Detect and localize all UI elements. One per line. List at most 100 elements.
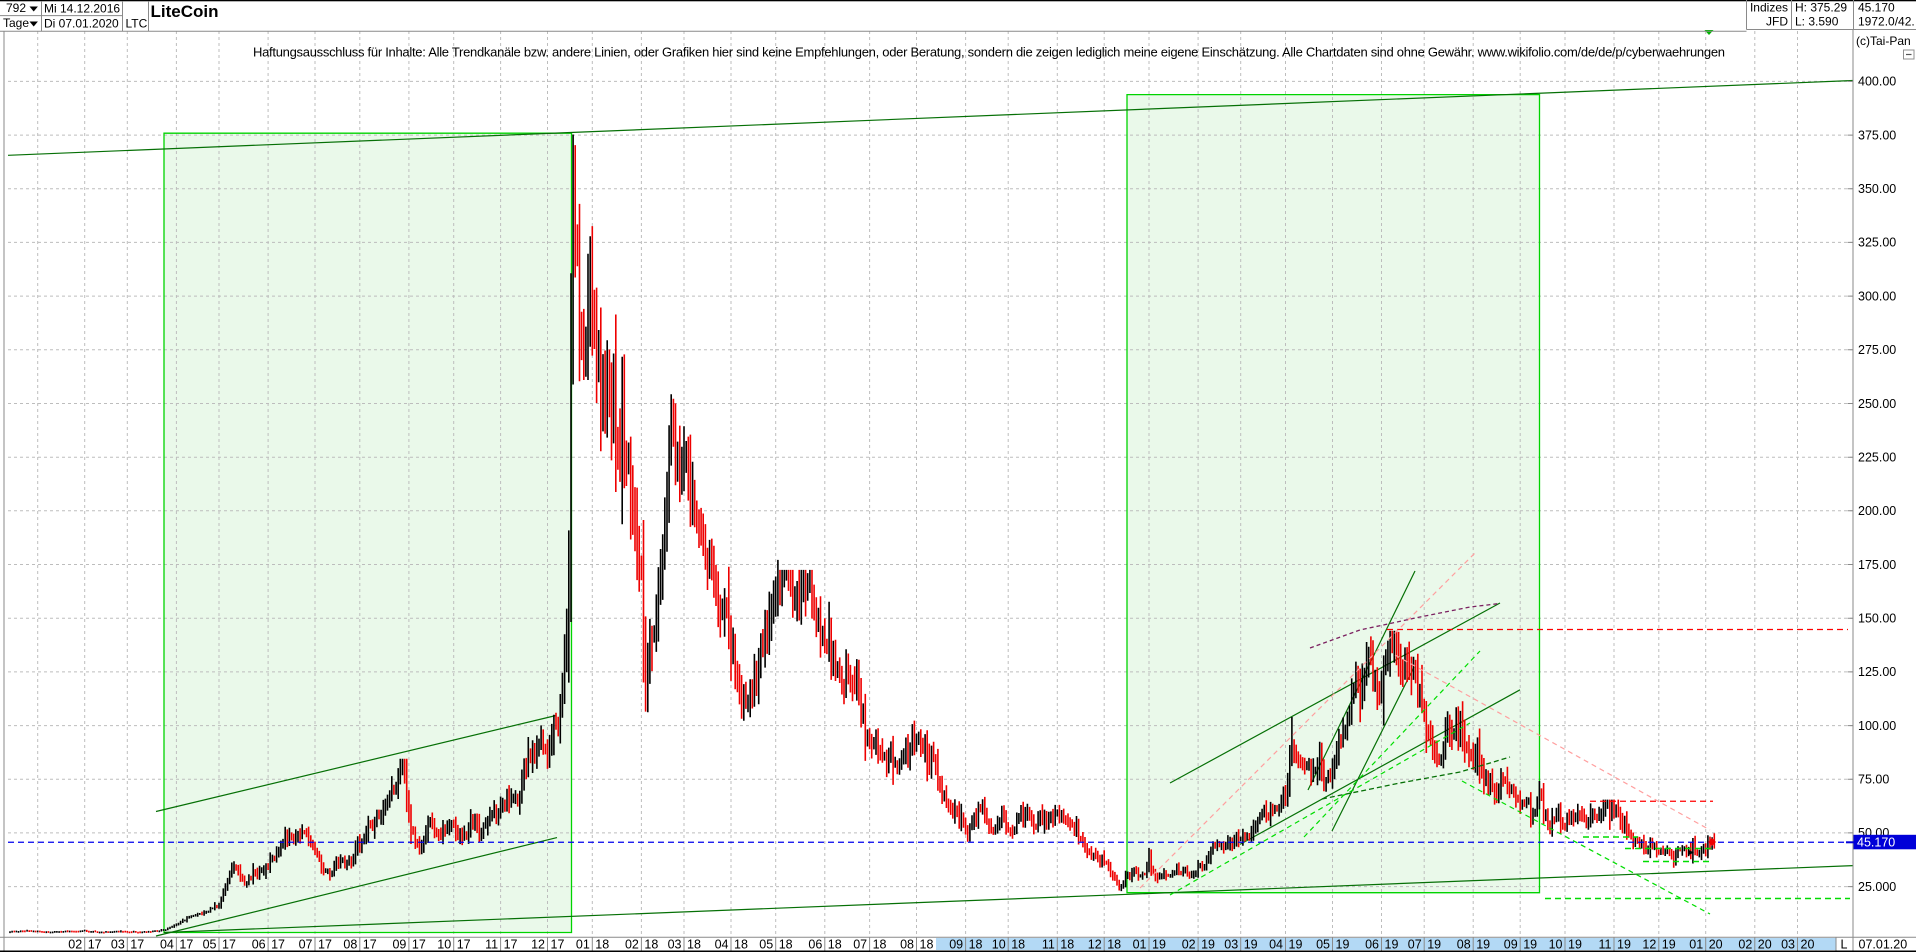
- svg-text:04: 04: [160, 937, 174, 951]
- svg-text:03: 03: [111, 937, 125, 951]
- svg-text:06: 06: [1365, 937, 1379, 951]
- svg-text:17: 17: [412, 937, 426, 951]
- svg-text:18: 18: [595, 937, 609, 951]
- svg-text:Mi 14.12.2016: Mi 14.12.2016: [44, 2, 120, 16]
- svg-text:75.00: 75.00: [1858, 773, 1889, 787]
- svg-text:03: 03: [668, 937, 682, 951]
- svg-text:Tage: Tage: [3, 16, 29, 30]
- svg-text:05: 05: [759, 937, 773, 951]
- svg-text:05: 05: [1316, 937, 1330, 951]
- svg-text:200.00: 200.00: [1858, 504, 1896, 518]
- svg-text:17: 17: [318, 937, 332, 951]
- svg-text:19: 19: [1336, 937, 1350, 951]
- svg-text:01: 01: [1133, 937, 1147, 951]
- svg-text:19: 19: [1523, 937, 1537, 951]
- svg-text:17: 17: [179, 937, 193, 951]
- svg-text:Indizes: Indizes: [1750, 1, 1788, 15]
- svg-text:04: 04: [715, 937, 729, 951]
- svg-text:18: 18: [920, 937, 934, 951]
- svg-text:18: 18: [969, 937, 983, 951]
- svg-text:08: 08: [343, 937, 357, 951]
- svg-text:325.00: 325.00: [1858, 236, 1896, 250]
- svg-text:125.00: 125.00: [1858, 665, 1896, 679]
- svg-text:07: 07: [853, 937, 867, 951]
- svg-text:JFD: JFD: [1766, 15, 1788, 29]
- svg-text:12: 12: [1088, 937, 1102, 951]
- svg-text:375.00: 375.00: [1858, 128, 1896, 142]
- svg-text:02: 02: [625, 937, 639, 951]
- svg-text:19: 19: [1244, 937, 1258, 951]
- svg-text:18: 18: [1011, 937, 1025, 951]
- svg-text:L: L: [1841, 937, 1848, 951]
- svg-text:18: 18: [873, 937, 887, 951]
- svg-text:(c)Tai-Pan: (c)Tai-Pan: [1856, 34, 1911, 48]
- svg-text:18: 18: [779, 937, 793, 951]
- svg-text:LTC: LTC: [126, 17, 148, 31]
- svg-text:05: 05: [203, 937, 217, 951]
- svg-text:19: 19: [1201, 937, 1215, 951]
- svg-text:17: 17: [551, 937, 565, 951]
- svg-text:11: 11: [1599, 937, 1612, 951]
- svg-text:17: 17: [88, 937, 102, 951]
- svg-text:08: 08: [1457, 937, 1471, 951]
- svg-text:18: 18: [644, 937, 658, 951]
- svg-text:19: 19: [1385, 937, 1399, 951]
- svg-text:02: 02: [1182, 937, 1196, 951]
- svg-text:20: 20: [1758, 937, 1772, 951]
- svg-text:225.00: 225.00: [1858, 451, 1896, 465]
- svg-text:Di 07.01.2020: Di 07.01.2020: [44, 17, 119, 31]
- svg-text:18: 18: [1060, 937, 1074, 951]
- svg-text:17: 17: [363, 937, 377, 951]
- svg-text:100.00: 100.00: [1858, 719, 1896, 733]
- svg-text:09: 09: [1504, 937, 1518, 951]
- svg-text:02: 02: [1738, 937, 1752, 951]
- svg-text:17: 17: [271, 937, 285, 951]
- svg-text:L: 3.590: L: 3.590: [1795, 15, 1839, 29]
- svg-text:10: 10: [437, 937, 451, 951]
- svg-text:150.00: 150.00: [1858, 612, 1896, 626]
- svg-text:175.00: 175.00: [1858, 558, 1896, 572]
- svg-text:275.00: 275.00: [1858, 343, 1896, 357]
- svg-text:10: 10: [1549, 937, 1563, 951]
- svg-text:350.00: 350.00: [1858, 182, 1896, 196]
- svg-text:400.00: 400.00: [1858, 75, 1896, 89]
- svg-text:250.00: 250.00: [1858, 397, 1896, 411]
- svg-text:19: 19: [1568, 937, 1582, 951]
- svg-text:11: 11: [485, 937, 498, 951]
- svg-text:07: 07: [299, 937, 313, 951]
- svg-text:17: 17: [222, 937, 236, 951]
- svg-text:09: 09: [392, 937, 406, 951]
- svg-text:06: 06: [252, 937, 266, 951]
- svg-text:09: 09: [949, 937, 963, 951]
- svg-text:07.01.20: 07.01.20: [1859, 937, 1908, 951]
- svg-text:25.000: 25.000: [1858, 880, 1896, 894]
- svg-text:20: 20: [1801, 937, 1815, 951]
- svg-text:07: 07: [1408, 937, 1422, 951]
- svg-text:01: 01: [1689, 937, 1703, 951]
- svg-text:19: 19: [1427, 937, 1441, 951]
- svg-text:10: 10: [992, 937, 1006, 951]
- svg-text:04: 04: [1269, 937, 1283, 951]
- svg-text:1972.0/42.: 1972.0/42.: [1858, 15, 1915, 29]
- svg-text:08: 08: [900, 937, 914, 951]
- svg-text:19: 19: [1152, 937, 1166, 951]
- svg-text:19: 19: [1662, 937, 1676, 951]
- svg-text:17: 17: [130, 937, 144, 951]
- svg-text:12: 12: [531, 937, 545, 951]
- svg-text:20: 20: [1709, 937, 1723, 951]
- svg-text:45.170: 45.170: [1857, 835, 1895, 849]
- svg-text:19: 19: [1289, 937, 1303, 951]
- svg-text:H: 375.29: H: 375.29: [1795, 1, 1847, 15]
- svg-text:17: 17: [457, 937, 471, 951]
- svg-text:18: 18: [734, 937, 748, 951]
- svg-text:18: 18: [687, 937, 701, 951]
- svg-text:19: 19: [1617, 937, 1631, 951]
- svg-text:45.170: 45.170: [1858, 1, 1895, 15]
- svg-text:02: 02: [68, 937, 82, 951]
- svg-text:01: 01: [576, 937, 590, 951]
- svg-text:300.00: 300.00: [1858, 289, 1896, 303]
- svg-text:11: 11: [1042, 937, 1055, 951]
- svg-text:03: 03: [1224, 937, 1238, 951]
- svg-text:06: 06: [808, 937, 822, 951]
- svg-text:03: 03: [1781, 937, 1795, 951]
